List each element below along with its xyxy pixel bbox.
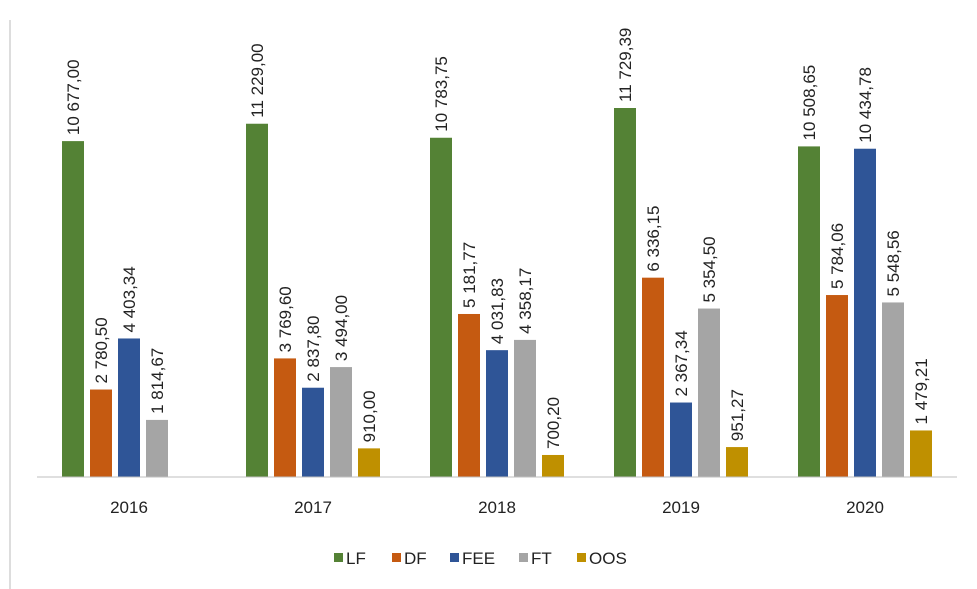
bar bbox=[146, 419, 168, 477]
data-label: 1 814,67 bbox=[148, 348, 167, 414]
bar bbox=[358, 448, 380, 477]
bar bbox=[118, 338, 140, 477]
data-label: 5 548,56 bbox=[884, 230, 903, 296]
bar bbox=[62, 141, 84, 477]
bar bbox=[726, 447, 748, 477]
bar bbox=[246, 123, 268, 477]
data-label: 10 677,00 bbox=[64, 59, 83, 135]
bar bbox=[302, 387, 324, 477]
data-label: 910,00 bbox=[360, 390, 379, 442]
data-label: 5 354,50 bbox=[700, 236, 719, 302]
bar bbox=[670, 402, 692, 477]
bar bbox=[854, 148, 876, 477]
data-label: 2 780,50 bbox=[92, 317, 111, 383]
x-tick-label: 2018 bbox=[478, 498, 516, 517]
data-label: 2 837,80 bbox=[304, 316, 323, 382]
x-tick-label: 2016 bbox=[110, 498, 148, 517]
bar bbox=[910, 430, 932, 477]
x-tick-label: 2019 bbox=[662, 498, 700, 517]
data-label: 5 181,77 bbox=[460, 242, 479, 308]
bar bbox=[798, 146, 820, 477]
data-label: 4 403,34 bbox=[120, 266, 139, 332]
bar bbox=[514, 339, 536, 477]
legend-swatch bbox=[450, 553, 459, 562]
legend-label: FT bbox=[531, 549, 552, 568]
data-label: 4 031,83 bbox=[488, 278, 507, 344]
bar bbox=[542, 454, 564, 477]
data-label: 3 769,60 bbox=[276, 286, 295, 352]
data-label: 10 434,78 bbox=[856, 67, 875, 143]
data-label: 3 494,00 bbox=[332, 295, 351, 361]
data-label: 10 508,65 bbox=[800, 65, 819, 141]
x-tick-label: 2017 bbox=[294, 498, 332, 517]
bar bbox=[614, 108, 636, 477]
bar bbox=[430, 137, 452, 477]
bar bbox=[274, 358, 296, 477]
legend-label: FEE bbox=[462, 549, 495, 568]
bar bbox=[642, 277, 664, 477]
data-label: 2 367,34 bbox=[672, 330, 691, 396]
data-label: 6 336,15 bbox=[644, 205, 663, 271]
data-label: 1 479,21 bbox=[912, 358, 931, 424]
legend-label: OOS bbox=[589, 549, 627, 568]
legend-swatch bbox=[334, 553, 343, 562]
legend-label: DF bbox=[404, 549, 427, 568]
data-label: 11 229,00 bbox=[248, 43, 267, 117]
data-label: 5 784,06 bbox=[828, 223, 847, 289]
bar bbox=[698, 308, 720, 477]
data-label: 4 358,17 bbox=[516, 268, 535, 334]
data-label: 700,20 bbox=[544, 397, 563, 449]
bar bbox=[826, 295, 848, 477]
data-label: 10 783,75 bbox=[432, 56, 451, 132]
legend-label: LF bbox=[346, 549, 366, 568]
bar bbox=[458, 313, 480, 477]
bar bbox=[486, 350, 508, 477]
data-label: 11 729,39 bbox=[616, 28, 635, 102]
data-label: 951,27 bbox=[728, 389, 747, 441]
x-tick-label: 2020 bbox=[846, 498, 884, 517]
legend-swatch bbox=[392, 553, 401, 562]
legend-swatch bbox=[519, 553, 528, 562]
bar bbox=[330, 367, 352, 477]
bar bbox=[90, 389, 112, 477]
bar bbox=[882, 302, 904, 477]
legend-swatch bbox=[577, 553, 586, 562]
